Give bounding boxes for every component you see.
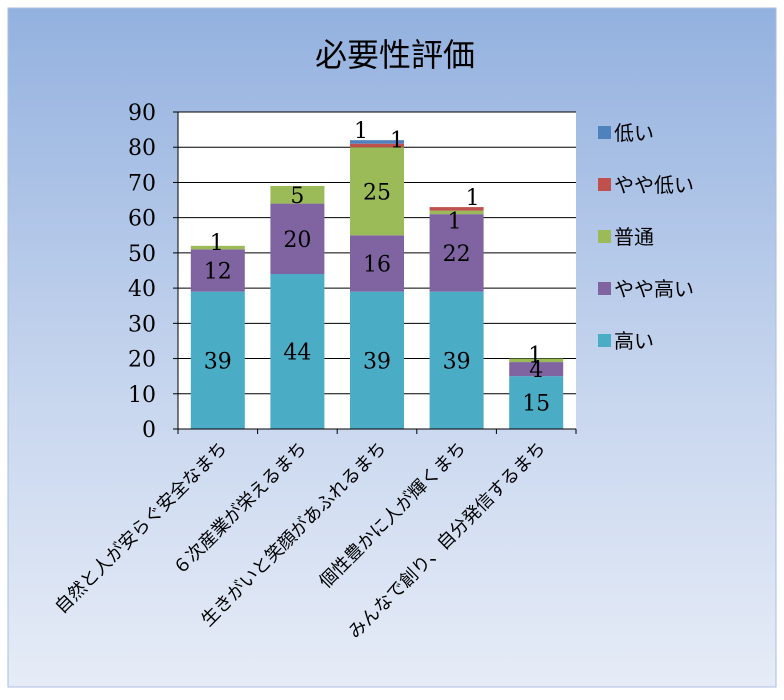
bar-segment	[509, 362, 564, 377]
bar-segment	[429, 214, 484, 292]
bar-segment	[509, 358, 564, 363]
legend-label: 低い	[614, 121, 654, 145]
legend-swatch	[598, 334, 611, 347]
data-label: 4	[529, 358, 543, 383]
bar-segment	[270, 203, 325, 275]
bar-segment	[270, 274, 325, 429]
y-tick-label: 10	[128, 383, 156, 408]
data-label: 1	[210, 231, 224, 256]
y-tick-label: 30	[128, 312, 156, 337]
data-label: 39	[443, 349, 471, 374]
bar-segment	[350, 291, 404, 429]
legend-swatch	[598, 126, 611, 139]
bar-segment	[270, 185, 325, 204]
y-tick-label: 50	[128, 242, 156, 267]
data-label: 25	[363, 180, 391, 205]
data-label: 22	[443, 242, 471, 267]
bar-segment	[190, 291, 245, 429]
y-tick-label: 70	[128, 171, 156, 196]
data-label: 44	[283, 341, 311, 366]
bar-segment	[429, 207, 484, 211]
legend-swatch	[598, 230, 611, 243]
y-tick-label: 20	[128, 348, 156, 373]
y-tick-label: 60	[128, 207, 156, 232]
bar-segment	[350, 140, 404, 144]
y-tick-label: 80	[128, 136, 156, 161]
bar-segment	[429, 210, 484, 215]
legend-label: やや低い	[614, 173, 694, 197]
legend-label: やや高い	[614, 277, 694, 301]
legend-swatch	[598, 282, 611, 295]
data-label: 15	[522, 392, 550, 417]
data-label: 5	[290, 184, 304, 209]
data-label: 12	[204, 260, 232, 285]
data-label: 16	[363, 252, 391, 277]
chart-title: 必要性評価	[315, 36, 475, 74]
legend-label: 普通	[614, 225, 654, 249]
bar-segment	[429, 291, 484, 429]
y-tick-label: 40	[128, 277, 156, 302]
data-label: 20	[283, 228, 311, 253]
legend-swatch	[598, 178, 611, 191]
data-label: 1	[390, 129, 404, 154]
y-tick-label: 90	[128, 101, 156, 126]
bar-segment	[350, 235, 404, 292]
data-label: 1	[528, 344, 542, 369]
legend-label: 高い	[614, 329, 654, 353]
y-tick-label: 0	[142, 418, 156, 443]
data-label: 1	[354, 119, 368, 144]
bar-segment	[350, 147, 404, 236]
data-label: 1	[466, 186, 480, 211]
data-label: 1	[448, 210, 462, 235]
bar-segment	[509, 376, 564, 429]
data-label: 39	[204, 349, 232, 374]
bar-segment	[190, 245, 245, 250]
bar-segment	[350, 143, 404, 148]
data-label: 39	[363, 349, 391, 374]
bar-segment	[190, 249, 245, 292]
